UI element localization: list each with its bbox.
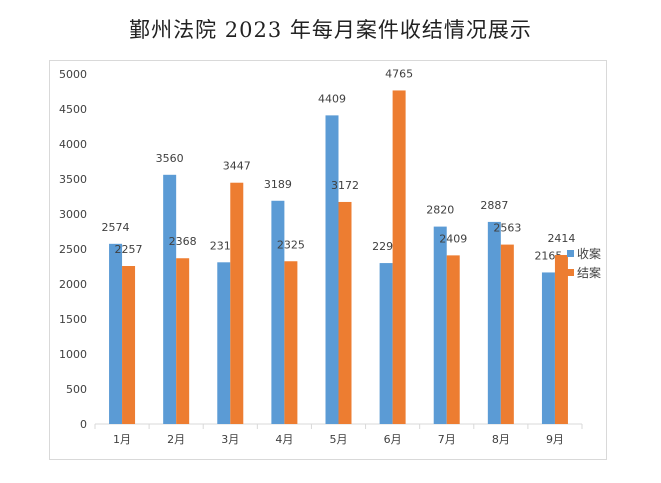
y-tick-label: 2500 <box>59 243 87 256</box>
bar-closed <box>338 201 352 424</box>
x-tick-label: 3月 <box>221 433 239 446</box>
data-label: 4409 <box>318 92 346 105</box>
data-label: 2887 <box>480 199 508 212</box>
bar-closed <box>554 255 568 424</box>
bar-closed <box>284 261 298 424</box>
bar-received <box>271 200 285 424</box>
legend-swatch <box>567 269 574 276</box>
bar-closed <box>446 255 460 424</box>
y-tick-label: 1000 <box>59 348 87 361</box>
bar-closed <box>392 90 406 424</box>
bar-received <box>163 174 177 424</box>
bar-received <box>433 226 447 424</box>
y-tick-label: 3000 <box>59 208 87 221</box>
bar-received <box>487 221 501 424</box>
bar-received <box>217 262 231 424</box>
bar-received <box>541 272 555 424</box>
y-tick-label: 2000 <box>59 278 87 291</box>
data-label: 2414 <box>547 232 575 245</box>
data-label: 4765 <box>385 67 413 80</box>
x-tick-label: 2月 <box>167 433 185 446</box>
x-tick-label: 1月 <box>113 433 131 446</box>
y-tick-label: 5000 <box>59 68 87 81</box>
data-label: 2563 <box>493 222 521 235</box>
bar-closed <box>176 258 190 424</box>
data-label: 2820 <box>426 204 454 217</box>
bar-closed <box>230 182 244 424</box>
x-tick-label: 7月 <box>438 433 456 446</box>
chart-title: 鄞州法院 2023 年每月案件收结情况展示 <box>129 18 532 42</box>
data-label: 2409 <box>439 232 467 245</box>
x-tick-label: 4月 <box>275 433 293 446</box>
y-tick-label: 500 <box>66 383 87 396</box>
data-label: 2574 <box>102 221 130 234</box>
chart-frame <box>49 60 607 460</box>
bar-received <box>109 243 123 424</box>
data-label: 3189 <box>264 178 292 191</box>
data-label: 2325 <box>277 238 305 251</box>
legend-label: 收案 <box>577 246 601 261</box>
y-tick-label: 0 <box>80 418 87 431</box>
x-tick-label: 6月 <box>384 433 402 446</box>
bar-closed <box>122 266 136 424</box>
bar-received <box>379 263 393 424</box>
x-tick-label: 9月 <box>546 433 564 446</box>
x-tick-label: 5月 <box>330 433 348 446</box>
data-label: 3447 <box>223 160 251 173</box>
data-label: 3172 <box>331 179 359 192</box>
bar-closed <box>500 244 514 424</box>
y-tick-label: 4000 <box>59 138 87 151</box>
data-label: 2257 <box>115 243 143 256</box>
y-tick-label: 4500 <box>59 103 87 116</box>
data-label: 2368 <box>169 235 197 248</box>
x-tick-label: 8月 <box>492 433 510 446</box>
bar-received <box>325 115 339 425</box>
data-label: 3560 <box>156 152 184 165</box>
legend-label: 结案 <box>577 265 601 280</box>
y-tick-label: 1500 <box>59 313 87 326</box>
legend-swatch <box>567 250 574 257</box>
y-tick-label: 3500 <box>59 173 87 186</box>
